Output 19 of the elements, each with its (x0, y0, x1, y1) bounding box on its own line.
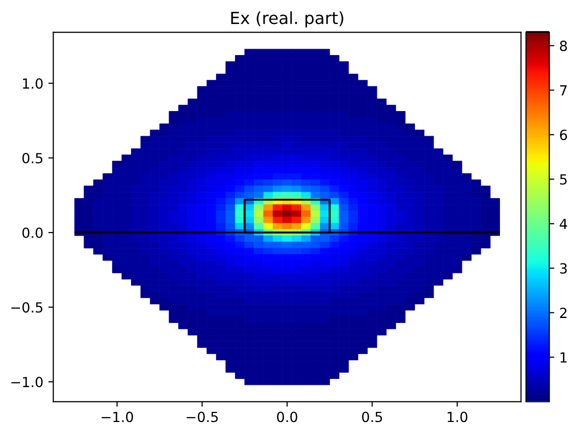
y-tick-label: −1.0 (11, 376, 43, 388)
color-bar-label: 5 (560, 174, 567, 185)
x-tick-label: 0.0 (277, 412, 298, 422)
color-bar-label: 6 (560, 130, 567, 140)
x-tick-label: −1.0 (102, 412, 134, 422)
color-bar-label: 1 (560, 352, 567, 362)
color-bar-label: 7 (560, 85, 567, 96)
color-bar-label: 4 (560, 218, 568, 229)
x-tick-label: 0.5 (362, 412, 382, 422)
y-tick-label: 0.0 (22, 228, 43, 238)
chart-title: Ex (real. part) (231, 11, 344, 28)
y-tick-label: 1.0 (23, 78, 43, 89)
y-tick-label: 0.5 (22, 152, 42, 164)
x-tick-label: 1.0 (448, 412, 468, 422)
y-tick-label: −0.5 (11, 302, 42, 313)
x-tick-label: −0.5 (186, 412, 218, 422)
color-bar-label: 2 (560, 308, 566, 318)
color-bar-label: 3 (560, 263, 567, 274)
color-bar-label: 8 (560, 40, 567, 52)
